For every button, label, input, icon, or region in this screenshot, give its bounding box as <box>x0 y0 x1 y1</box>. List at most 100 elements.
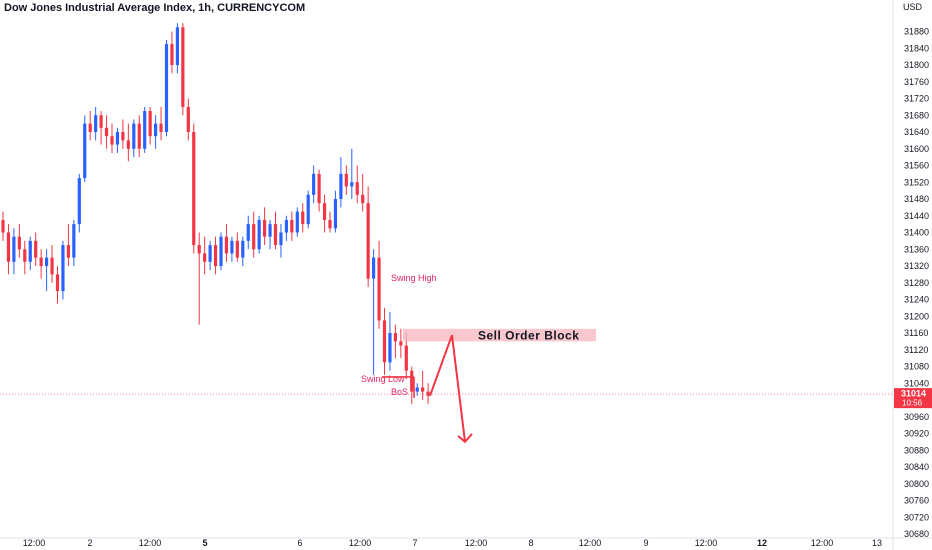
candle <box>301 203 305 233</box>
candle-body <box>306 194 310 225</box>
candle <box>132 119 136 158</box>
y-tick-label: 31560 <box>904 161 929 171</box>
y-tick-label: 30680 <box>904 529 929 539</box>
candle <box>148 106 152 145</box>
x-tick-label: 12:00 <box>23 538 46 548</box>
x-tick-label: 2 <box>87 538 92 548</box>
candle-body <box>257 219 261 250</box>
candle <box>45 249 49 292</box>
candle <box>306 190 310 229</box>
candle <box>55 266 60 304</box>
sell-order-block-label: Sell Order Block <box>478 328 579 342</box>
candle <box>372 249 376 375</box>
y-tick-label: 31080 <box>904 362 929 372</box>
candle <box>235 232 239 262</box>
last-price-tag-bg <box>894 388 932 409</box>
candle <box>154 115 158 149</box>
candle-body <box>366 203 370 279</box>
candle <box>110 123 114 153</box>
x-tick-label: 8 <box>528 538 533 548</box>
x-tick-label: 12 <box>757 538 767 548</box>
y-tick-label: 31880 <box>904 27 929 37</box>
candle <box>361 173 365 212</box>
annotations-layer: Sell Order Block Swing High Swing Low BoS <box>0 273 893 444</box>
candle-body <box>252 224 256 250</box>
y-tick-label: 31800 <box>904 60 929 70</box>
x-tick-label: 5 <box>202 538 207 548</box>
candle-body <box>132 123 136 149</box>
y-tick-label: 30960 <box>904 412 929 422</box>
candle <box>421 370 425 400</box>
candle <box>426 383 430 405</box>
candle <box>317 169 321 212</box>
y-tick-label: 31520 <box>904 177 929 187</box>
candle-body <box>263 219 267 237</box>
candle-body <box>181 27 185 107</box>
y-tick-label: 30720 <box>904 512 929 522</box>
candle <box>181 23 185 116</box>
candle-body <box>426 391 430 396</box>
candle-body <box>421 387 425 392</box>
candle <box>159 106 163 141</box>
swing-high-label: Swing High <box>391 273 437 283</box>
candle <box>284 215 288 241</box>
y-tick-label: 30840 <box>904 462 929 472</box>
x-tick-label: 12:00 <box>695 538 718 548</box>
candle-body <box>45 257 49 266</box>
candle <box>339 157 343 208</box>
candle <box>121 119 125 149</box>
candle-body <box>344 173 348 187</box>
swing-low-label: Swing Low <box>361 374 405 384</box>
candle-body <box>382 320 387 363</box>
candle <box>410 366 414 405</box>
bar-countdown: 10:56 <box>902 399 923 408</box>
x-tick-label: 9 <box>643 538 648 548</box>
candle <box>295 207 299 237</box>
candle <box>257 215 261 254</box>
candle <box>61 240 65 300</box>
candle-body <box>148 111 152 137</box>
candle-body <box>290 219 294 233</box>
y-tick-label: 30800 <box>904 479 929 489</box>
candle-body <box>154 123 158 137</box>
candle-body <box>355 182 359 195</box>
y-tick-label: 31160 <box>904 328 928 338</box>
candle <box>399 328 403 359</box>
candle-body <box>192 132 196 246</box>
candle <box>50 245 54 283</box>
candle-body <box>28 240 32 262</box>
candle-body <box>301 211 305 225</box>
candle <box>197 232 201 325</box>
candle-body <box>295 211 299 233</box>
candle-body <box>66 245 70 258</box>
candle <box>203 236 207 275</box>
candle <box>94 106 98 141</box>
candle <box>170 31 174 74</box>
candle <box>34 232 38 266</box>
candle-body <box>246 224 250 241</box>
candle-body <box>317 173 321 204</box>
candle-body <box>99 115 103 128</box>
y-tick-label: 30760 <box>904 496 929 506</box>
candle <box>328 211 332 233</box>
candle <box>72 219 76 266</box>
y-tick-label: 31280 <box>904 278 929 288</box>
candle-body <box>208 245 212 262</box>
candle <box>66 224 70 266</box>
y-tick-label: 31040 <box>904 378 929 388</box>
y-tick-label: 31600 <box>904 144 929 154</box>
y-tick-label: 30920 <box>904 429 929 439</box>
candle <box>213 236 218 275</box>
y-tick-label: 31360 <box>904 244 929 254</box>
candle-body <box>126 140 130 149</box>
candle <box>268 219 272 250</box>
candle-body <box>328 219 332 229</box>
candle-body <box>415 387 419 392</box>
candle-body <box>393 333 397 342</box>
candle <box>246 215 250 250</box>
candle <box>279 224 283 258</box>
candle <box>164 39 169 137</box>
candle-body <box>143 111 147 149</box>
y-tick-label: 31240 <box>904 295 929 305</box>
